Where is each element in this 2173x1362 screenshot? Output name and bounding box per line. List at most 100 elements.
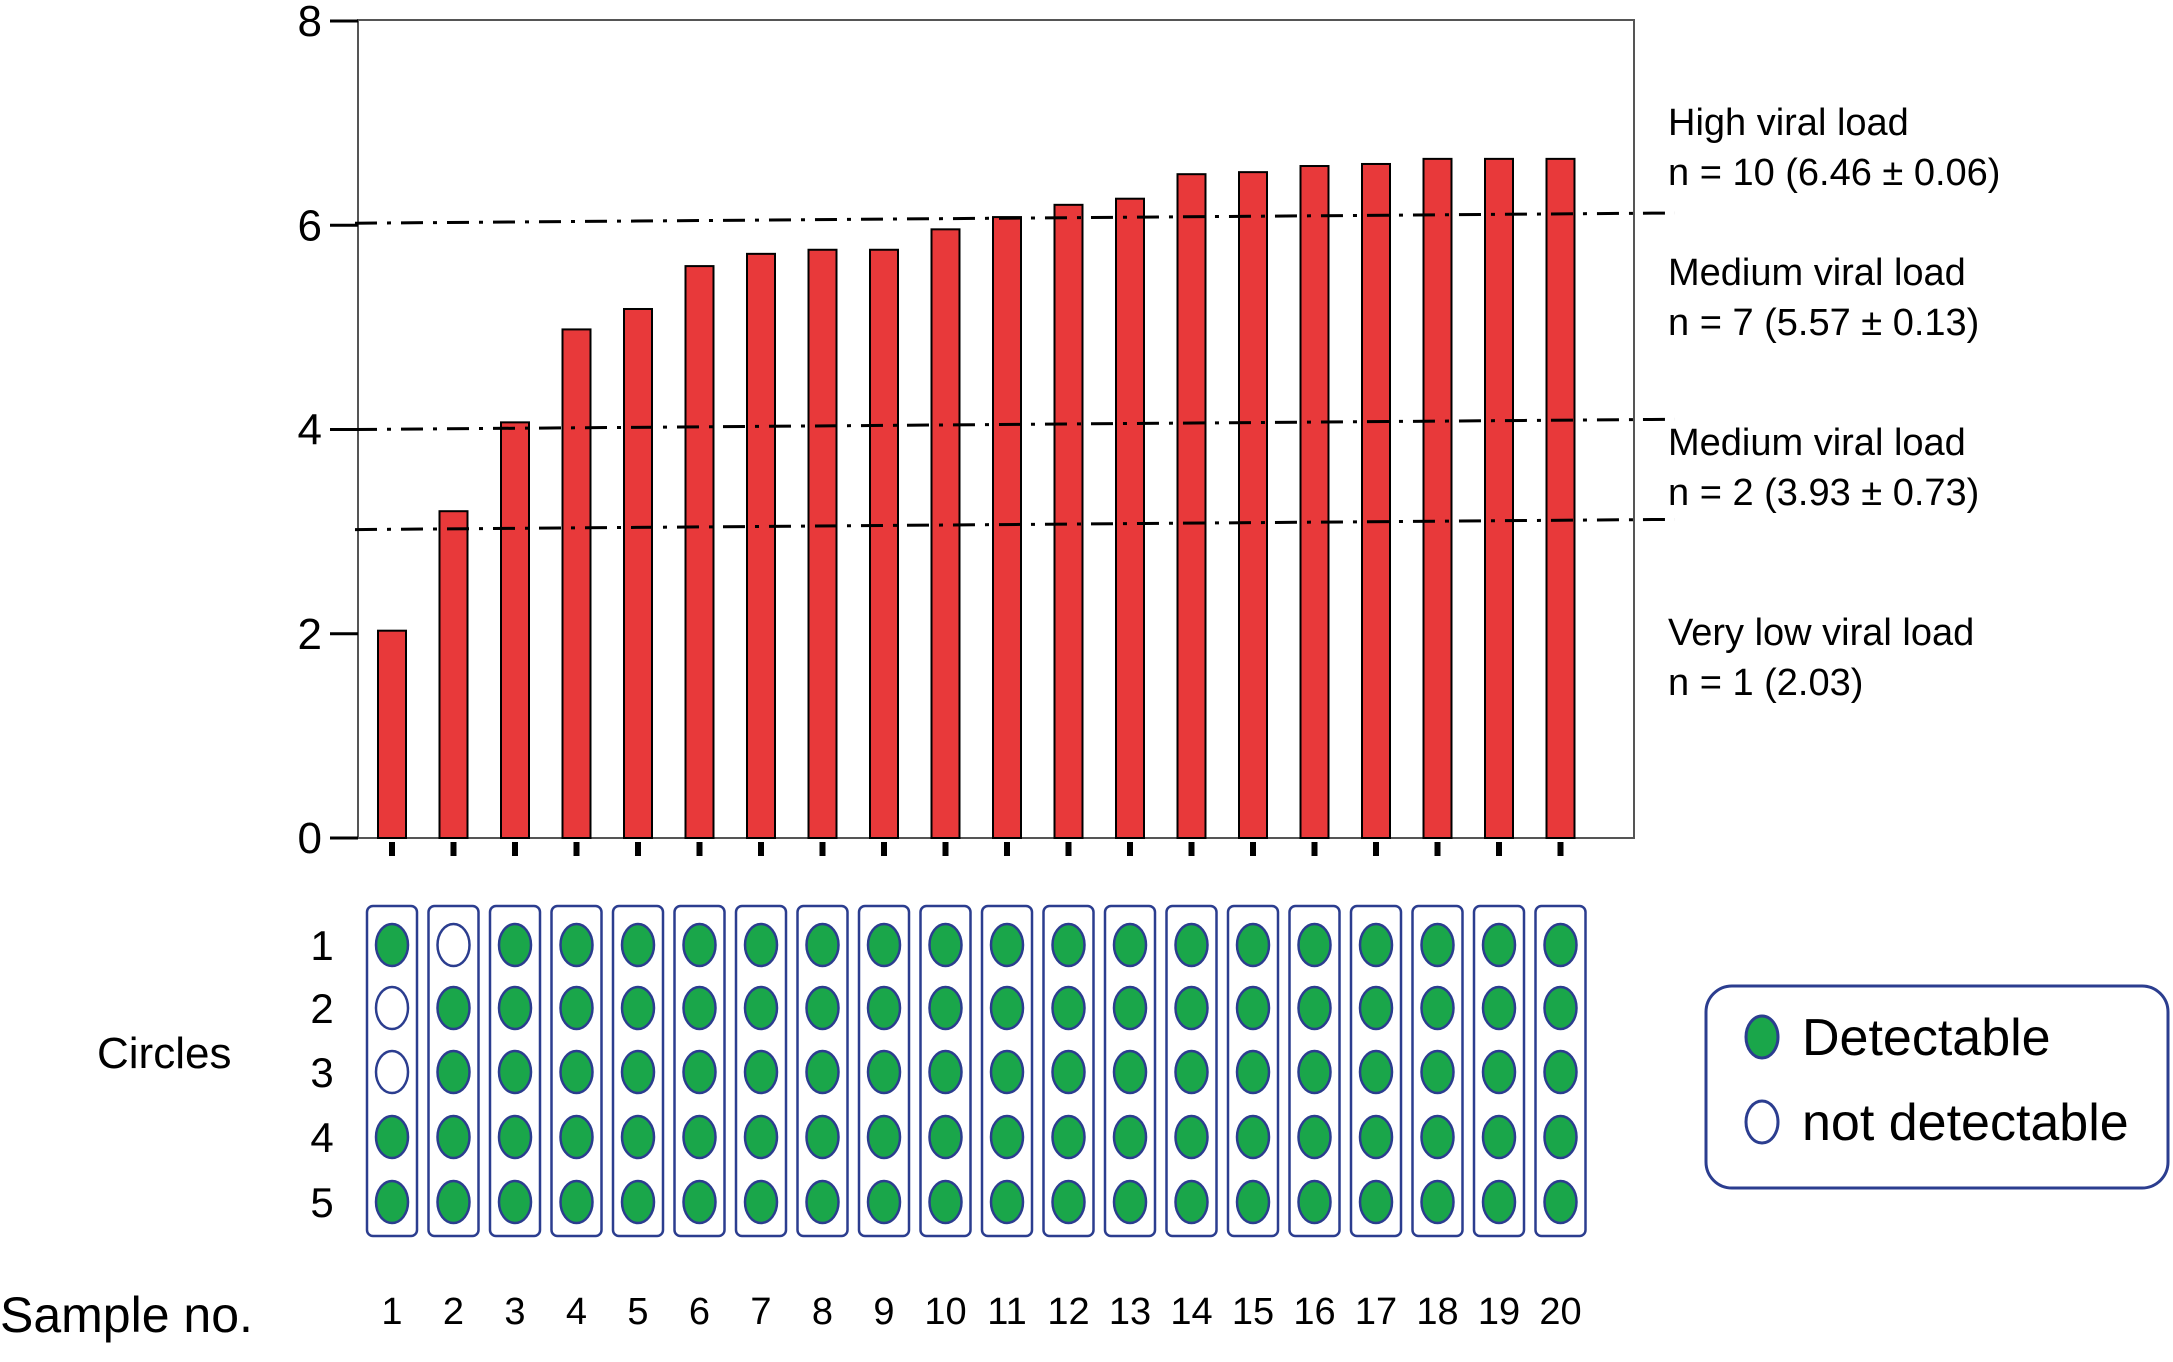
detectable-circle	[620, 1049, 656, 1095]
detectable-circle	[1174, 985, 1209, 1031]
bar-sample-17	[1361, 162, 1391, 840]
circle-column-1	[365, 904, 419, 1238]
detectable-circle	[928, 922, 963, 968]
sample-label: 3	[504, 1291, 525, 1333]
detectable-circle	[436, 1049, 471, 1095]
circle-row-label: 2	[310, 985, 333, 1032]
not-detectable-circle	[374, 1049, 410, 1095]
detectable-circle	[1543, 1049, 1578, 1095]
detectable-circle	[436, 1179, 471, 1225]
detectable-circle	[497, 985, 533, 1031]
sample-label: 20	[1539, 1291, 1581, 1333]
x-tick	[1434, 842, 1441, 856]
bar-sample-10	[930, 228, 961, 839]
detectable-circle	[374, 1114, 410, 1160]
x-tick	[1004, 842, 1010, 856]
bar-sample-9	[869, 248, 899, 839]
circle-column-20	[1534, 904, 1587, 1238]
x-tick	[389, 842, 395, 856]
band-title: Medium viral load	[1668, 252, 1966, 294]
y-tick-label: 6	[298, 201, 322, 250]
sample-label: 5	[627, 1291, 648, 1333]
not-detectable-circle	[374, 985, 410, 1031]
detectable-circle	[743, 1179, 779, 1225]
sample-label: 4	[566, 1291, 587, 1333]
detectable-circle	[1051, 985, 1086, 1031]
detectable-circle	[559, 1114, 594, 1160]
x-tick	[1496, 842, 1502, 856]
detectable-circle	[1481, 1114, 1517, 1160]
x-tick	[573, 842, 580, 856]
detectable-circle	[989, 922, 1025, 968]
legend-detectable-marker	[1744, 1014, 1780, 1060]
circles-title: Circles	[97, 1029, 231, 1078]
circle-column-10	[919, 904, 972, 1238]
detectable-circle	[928, 1049, 963, 1095]
bar-sample-8	[807, 248, 838, 839]
detectable-circle	[989, 985, 1025, 1031]
detectable-circle	[1051, 1049, 1086, 1095]
detectable-circle	[559, 922, 594, 968]
band-title: High viral load	[1668, 102, 1909, 144]
detectable-circle	[1297, 1114, 1332, 1160]
circle-column-6	[673, 904, 726, 1238]
detectable-circle	[743, 1114, 779, 1160]
detectable-circle	[497, 1179, 533, 1225]
detectable-circle	[374, 1179, 410, 1225]
detectable-circle	[682, 1114, 717, 1160]
detectable-circle	[1051, 1114, 1086, 1160]
detectable-circle	[1358, 922, 1394, 968]
detectable-circle	[1112, 1049, 1148, 1095]
detectable-circle	[866, 1179, 902, 1225]
y-tick-label: 2	[298, 610, 322, 659]
x-tick	[696, 842, 703, 856]
detectable-circle	[682, 922, 717, 968]
detectable-circle	[559, 1179, 594, 1225]
circle-column-11	[980, 904, 1034, 1238]
detectable-circle	[1297, 922, 1332, 968]
detectable-circle	[1420, 922, 1455, 968]
legend-not-detectable-marker	[1744, 1099, 1780, 1145]
bar-sample-1	[377, 629, 407, 840]
detectable-circle	[989, 1179, 1025, 1225]
detectable-circle	[682, 985, 717, 1031]
detectable-circle	[620, 985, 656, 1031]
detectable-circle	[1481, 922, 1517, 968]
x-axis-ticks	[389, 842, 1564, 856]
detectable-circle	[1358, 1049, 1394, 1095]
threshold-line	[354, 517, 1676, 532]
circle-column-2	[427, 904, 480, 1238]
x-tick	[512, 842, 518, 856]
circle-column-18	[1411, 904, 1464, 1238]
band-title: Very low viral load	[1668, 612, 1974, 654]
x-tick	[1065, 842, 1072, 856]
bar-sample-6	[684, 265, 715, 840]
detectable-circle	[805, 1179, 840, 1225]
detectable-circle	[497, 922, 533, 968]
x-tick	[758, 842, 764, 856]
x-tick	[1127, 842, 1133, 856]
bar-sample-18	[1422, 157, 1453, 839]
x-tick	[635, 842, 641, 856]
detectable-circle	[1112, 922, 1148, 968]
y-axis: 0 2 4 6 8	[298, 0, 358, 863]
legend-not-detectable-label: not detectable	[1802, 1094, 2129, 1152]
circle-row-label: 5	[310, 1179, 333, 1226]
detectable-circle	[989, 1049, 1025, 1095]
bar-sample-12	[1053, 203, 1084, 839]
detectable-circle	[866, 922, 902, 968]
sample-label: 9	[873, 1291, 894, 1333]
sample-label: 1	[381, 1291, 402, 1333]
circle-column-8	[796, 904, 849, 1238]
detectable-circle	[1112, 1114, 1148, 1160]
circle-column-3	[488, 904, 542, 1238]
x-tick	[1250, 842, 1256, 856]
detectable-circle	[1235, 985, 1271, 1031]
y-tick-label: 0	[298, 814, 322, 863]
x-tick	[881, 842, 887, 856]
bar-sample-2	[438, 510, 469, 839]
threshold-line	[354, 417, 1676, 431]
detectable-circle	[1174, 922, 1209, 968]
detectable-circle	[682, 1179, 717, 1225]
detectable-circle	[1297, 1049, 1332, 1095]
